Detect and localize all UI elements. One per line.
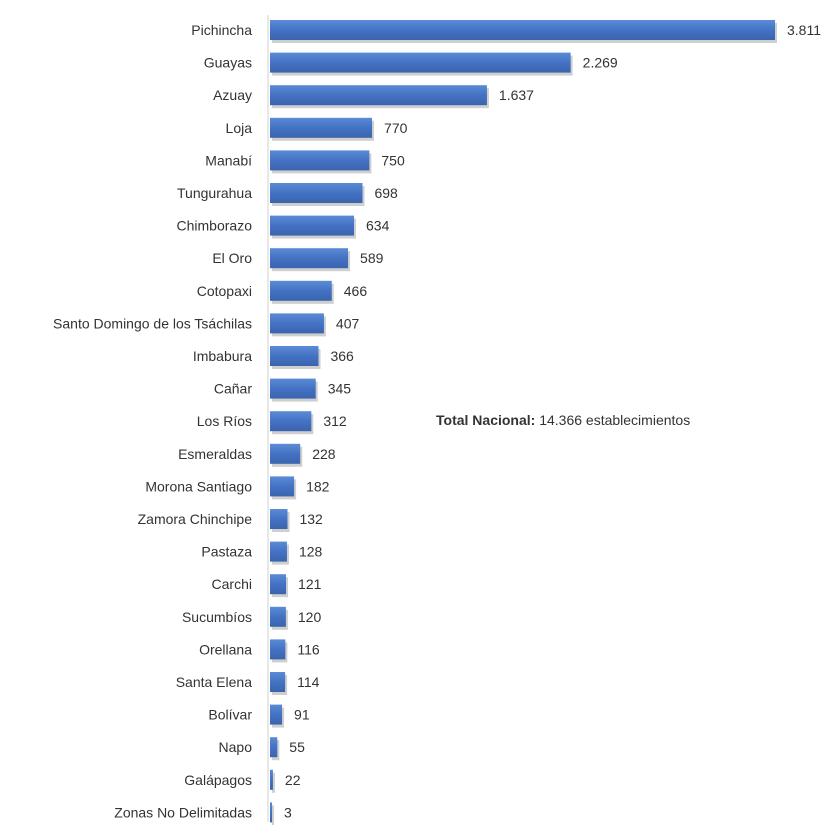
bar: [270, 769, 273, 790]
value-label: 1.637: [499, 87, 534, 103]
category-label: Cotopaxi: [197, 283, 252, 299]
category-label: Napo: [219, 739, 253, 755]
bar: [270, 346, 319, 366]
value-label: 3.811: [787, 22, 821, 38]
value-label: 182: [306, 478, 330, 494]
value-label: 634: [366, 218, 390, 234]
bar: [270, 52, 571, 73]
category-label: Guayas: [204, 55, 252, 71]
value-label: 132: [299, 511, 323, 527]
bar: [270, 802, 272, 823]
total-annotation-text: 14.366 establecimientos: [539, 412, 691, 428]
bar: [270, 476, 295, 497]
value-label: 312: [323, 413, 347, 429]
value-label: 128: [299, 544, 323, 560]
bar-shadow: [272, 805, 274, 825]
category-label: Imbabura: [193, 348, 252, 364]
value-label: 114: [297, 674, 320, 690]
value-label: 120: [298, 609, 322, 625]
value-label: 55: [289, 739, 305, 755]
bar: [270, 85, 487, 106]
total-annotation: Total Nacional: 14.366 establecimientos: [436, 412, 690, 428]
value-label: 345: [328, 381, 352, 397]
bar: [270, 248, 349, 269]
value-label: 589: [360, 250, 384, 266]
bar: [270, 737, 278, 758]
value-label: 466: [344, 283, 368, 299]
category-label: Carchi: [212, 576, 252, 592]
bar-shadow: [272, 772, 275, 793]
bar: [270, 150, 370, 171]
category-label: El Oro: [212, 250, 252, 266]
category-label: Morona Santiago: [145, 478, 252, 494]
bar: [270, 672, 286, 692]
category-label: Orellana: [199, 641, 252, 657]
value-label: 22: [285, 772, 301, 788]
category-label: Zamora Chinchipe: [138, 511, 253, 527]
category-label: Loja: [226, 120, 253, 136]
value-label: 228: [312, 446, 336, 462]
category-label: Santa Elena: [176, 674, 252, 690]
bar: [270, 509, 288, 529]
bar: [270, 183, 363, 203]
category-label: Pastaza: [201, 544, 252, 560]
category-label: Galápagos: [184, 772, 252, 788]
category-label: Cañar: [214, 381, 252, 397]
bar: [270, 117, 373, 138]
value-label: 121: [298, 576, 322, 592]
category-label: Pichincha: [191, 22, 252, 38]
bar: [270, 704, 283, 725]
bar: [270, 541, 287, 562]
value-label: 770: [384, 120, 408, 136]
category-label: Sucumbíos: [182, 609, 252, 625]
bar: [270, 639, 286, 660]
value-label: 2.269: [583, 55, 618, 71]
category-label: Santo Domingo de los Tsáchilas: [53, 315, 252, 331]
value-label: 366: [330, 348, 354, 364]
bar: [270, 313, 324, 334]
total-annotation-label: Total Nacional:: [436, 412, 536, 428]
value-label: 750: [381, 152, 405, 168]
category-label: Los Ríos: [197, 413, 252, 429]
value-label: 3: [284, 804, 292, 820]
bar: [270, 280, 332, 301]
category-label: Chimborazo: [177, 218, 253, 234]
bar: [270, 378, 316, 399]
bar: [270, 606, 286, 627]
value-label: 698: [374, 185, 398, 201]
value-label: 407: [336, 315, 360, 331]
category-label: Tungurahua: [177, 185, 252, 201]
value-label: 91: [294, 707, 310, 723]
value-label: 116: [297, 641, 320, 657]
category-label: Esmeraldas: [178, 446, 252, 462]
bar: [270, 215, 355, 236]
bar: [270, 574, 287, 595]
bar: [270, 443, 301, 464]
category-label: Manabí: [205, 152, 252, 168]
category-label: Bolívar: [208, 707, 252, 723]
category-label: Azuay: [213, 87, 252, 103]
category-label: Zonas No Delimitadas: [114, 804, 252, 820]
bar: [270, 411, 312, 432]
bar: [270, 20, 775, 40]
